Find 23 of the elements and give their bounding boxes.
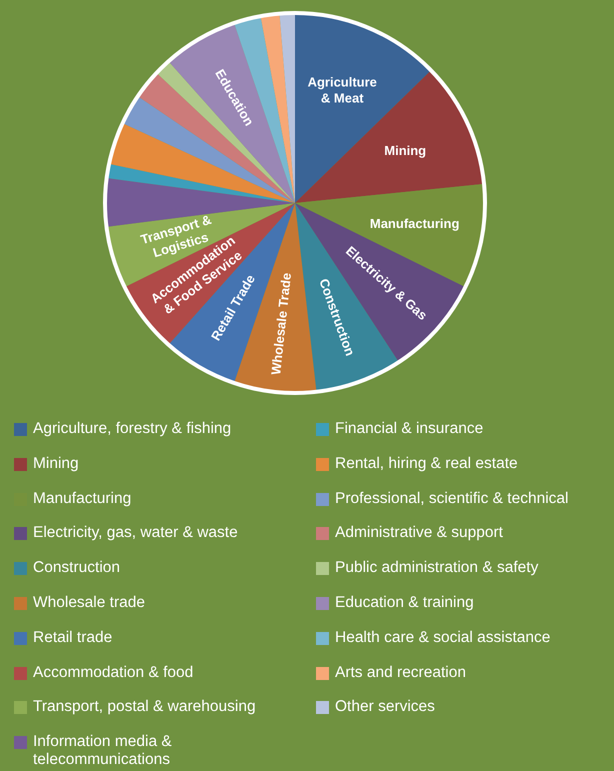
legend-label: Electricity, gas, water & waste [33,524,238,542]
legend-label: Professional, scientific & technical [335,490,568,508]
text: Wholesale Trade [268,272,294,376]
legend-label: Information media & telecommunications [33,733,173,770]
legend-label: Transport, postal & warehousing [33,698,256,716]
legend-label: Accommodation & food [33,664,194,682]
legend-label: Wholesale trade [33,594,146,612]
slice-label: Manufacturing [370,216,460,232]
legend-label: Public administration & safety [335,559,538,578]
legend-label: Health care & social assistance [335,628,550,647]
legend-label: Financial & insurance [335,420,484,438]
legend-label: Arts and recreation [335,664,466,682]
slice-label: Mining [384,143,426,158]
legend-label: Other services [335,698,435,716]
legend-label: Manufacturing [33,490,132,508]
legend-label: Mining [33,454,79,473]
legend-label: Rental, hiring & real estate [335,454,518,473]
text: Agriculture & Meat [308,74,377,106]
legend-label: Agriculture, forestry & fishing [33,420,232,438]
legend-label: Administrative & support [335,524,503,542]
legend-label: Retail trade [33,628,112,647]
legend-label: Construction [33,559,120,578]
legend-label: Education & training [335,594,474,612]
